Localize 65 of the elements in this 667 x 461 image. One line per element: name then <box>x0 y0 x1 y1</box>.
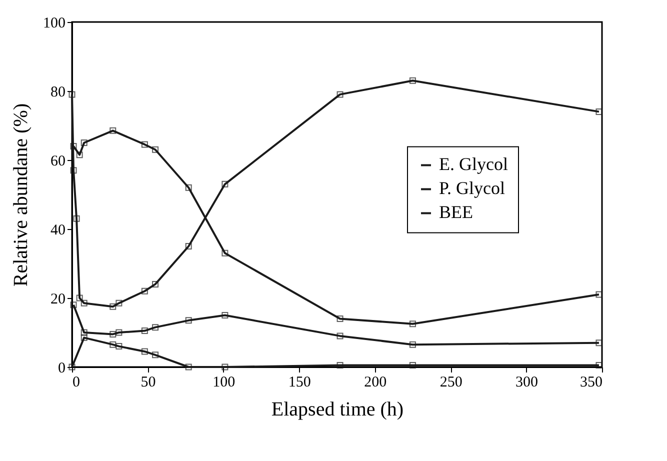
x-tick-label: 250 <box>440 374 462 390</box>
point <box>80 300 88 306</box>
point <box>152 352 159 358</box>
x-tick-label: 100 <box>212 374 236 390</box>
point <box>152 324 159 331</box>
point <box>76 294 83 302</box>
point <box>80 334 88 341</box>
point <box>152 146 159 153</box>
point <box>409 77 416 84</box>
x-tick-label: 300 <box>516 374 538 390</box>
point <box>141 288 148 294</box>
point <box>409 341 416 348</box>
point <box>185 243 192 250</box>
point <box>116 343 122 350</box>
point <box>110 341 116 348</box>
y-tick-label: 40 <box>50 222 66 238</box>
point <box>596 291 602 298</box>
legend-label: E. Glycol <box>439 154 508 174</box>
y-axis-title: Relative abundane (%) <box>10 103 32 287</box>
point <box>152 280 159 288</box>
y-tick-label: 20 <box>50 292 66 308</box>
point <box>116 300 122 306</box>
point <box>596 362 602 369</box>
point <box>110 303 116 310</box>
point <box>110 127 116 134</box>
point <box>596 340 602 346</box>
point <box>222 312 228 318</box>
point <box>222 250 228 256</box>
y-tick-label: 80 <box>50 84 66 100</box>
point <box>222 180 228 188</box>
point <box>76 152 83 158</box>
point <box>409 320 416 328</box>
point <box>222 364 228 370</box>
point <box>68 91 76 98</box>
x-tick-label: 200 <box>364 374 387 390</box>
x-tick-label: 0 <box>72 374 80 390</box>
point <box>70 142 77 150</box>
y-tick-label: 100 <box>43 16 66 32</box>
x-axis-title: Elapsed time (h) <box>271 398 404 420</box>
point <box>141 328 148 334</box>
point <box>336 332 344 340</box>
point <box>185 364 192 370</box>
y-tick-label: 60 <box>50 154 66 170</box>
point <box>409 362 416 369</box>
point <box>185 317 192 324</box>
point <box>596 108 602 115</box>
point <box>73 215 80 222</box>
x-tick-label: 50 <box>140 374 156 390</box>
point <box>110 330 116 338</box>
point <box>336 91 344 98</box>
x-tick-label: 150 <box>288 374 311 390</box>
point <box>185 184 192 191</box>
point <box>80 329 88 336</box>
point <box>116 329 122 336</box>
y-tick-label: 0 <box>58 360 66 376</box>
point <box>70 302 77 308</box>
point <box>80 140 88 146</box>
point <box>336 315 344 322</box>
legend-label: P. Glycol <box>439 178 506 198</box>
point <box>70 167 77 174</box>
point <box>336 362 344 369</box>
point <box>141 141 148 148</box>
point <box>141 348 148 355</box>
x-tick-label: 350 <box>580 374 602 390</box>
legend-label: BEE <box>439 202 473 222</box>
